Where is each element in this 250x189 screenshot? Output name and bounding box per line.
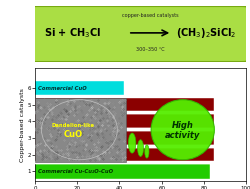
Ellipse shape: [150, 100, 214, 160]
Text: Commercial CuO: Commercial CuO: [38, 86, 87, 91]
Bar: [35, 81, 123, 95]
Text: activity: activity: [164, 131, 200, 140]
Bar: [35, 114, 214, 129]
Bar: [35, 164, 209, 179]
FancyBboxPatch shape: [31, 6, 247, 62]
Y-axis label: Copper-based catalysts: Copper-based catalysts: [20, 88, 24, 162]
Text: Si + CH$_3$Cl: Si + CH$_3$Cl: [44, 26, 100, 40]
Text: (CH$_3$)$_2$SiCl$_2$: (CH$_3$)$_2$SiCl$_2$: [176, 26, 236, 40]
Ellipse shape: [144, 145, 148, 158]
Text: High: High: [171, 121, 193, 130]
Text: CuO: CuO: [63, 130, 82, 139]
Ellipse shape: [137, 140, 143, 156]
Text: Dandelion-like: Dandelion-like: [51, 123, 94, 128]
Ellipse shape: [128, 133, 135, 153]
Bar: [35, 98, 125, 162]
Text: 300–350 °C: 300–350 °C: [135, 47, 164, 52]
Text: Commercial Cu-Cu₂O-CuO: Commercial Cu-Cu₂O-CuO: [38, 169, 113, 174]
Bar: [35, 131, 214, 145]
Bar: [35, 148, 214, 162]
Text: copper-based catalysts: copper-based catalysts: [121, 13, 178, 18]
Bar: [35, 98, 214, 112]
